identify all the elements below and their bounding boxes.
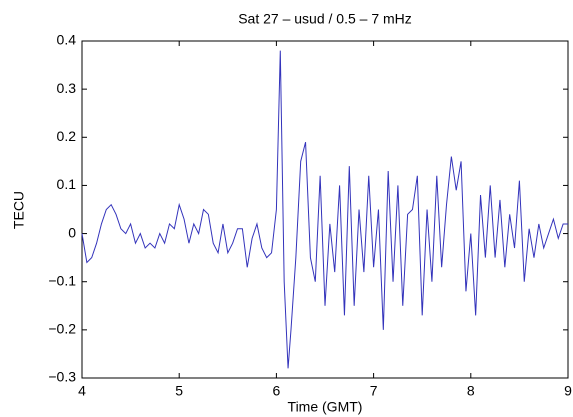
- x-tick-label: 5: [175, 383, 183, 399]
- x-tick-label: 4: [78, 383, 86, 399]
- data-line: [81, 50, 568, 369]
- y-tick-label: −0.2: [48, 321, 76, 337]
- y-tick-label: 0.4: [57, 32, 77, 48]
- x-tick-label: 9: [564, 383, 572, 399]
- chart-title: Sat 27 – usud / 0.5 – 7 mHz: [238, 11, 412, 27]
- x-tick-label: 8: [467, 383, 475, 399]
- plot-frame: [81, 40, 569, 379]
- y-tick-label: 0.2: [57, 128, 77, 144]
- y-tick-label: −0.1: [48, 272, 76, 288]
- y-tick-label: −0.3: [48, 369, 76, 385]
- y-tick-label: 0: [68, 224, 76, 240]
- y-axis-label: TECU: [11, 191, 27, 229]
- y-tick-label: 0.3: [57, 80, 77, 96]
- y-tick-label: 0.1: [57, 176, 77, 192]
- x-tick-label: 6: [273, 383, 281, 399]
- x-tick-label: 7: [370, 383, 378, 399]
- x-axis-label: Time (GMT): [288, 399, 363, 415]
